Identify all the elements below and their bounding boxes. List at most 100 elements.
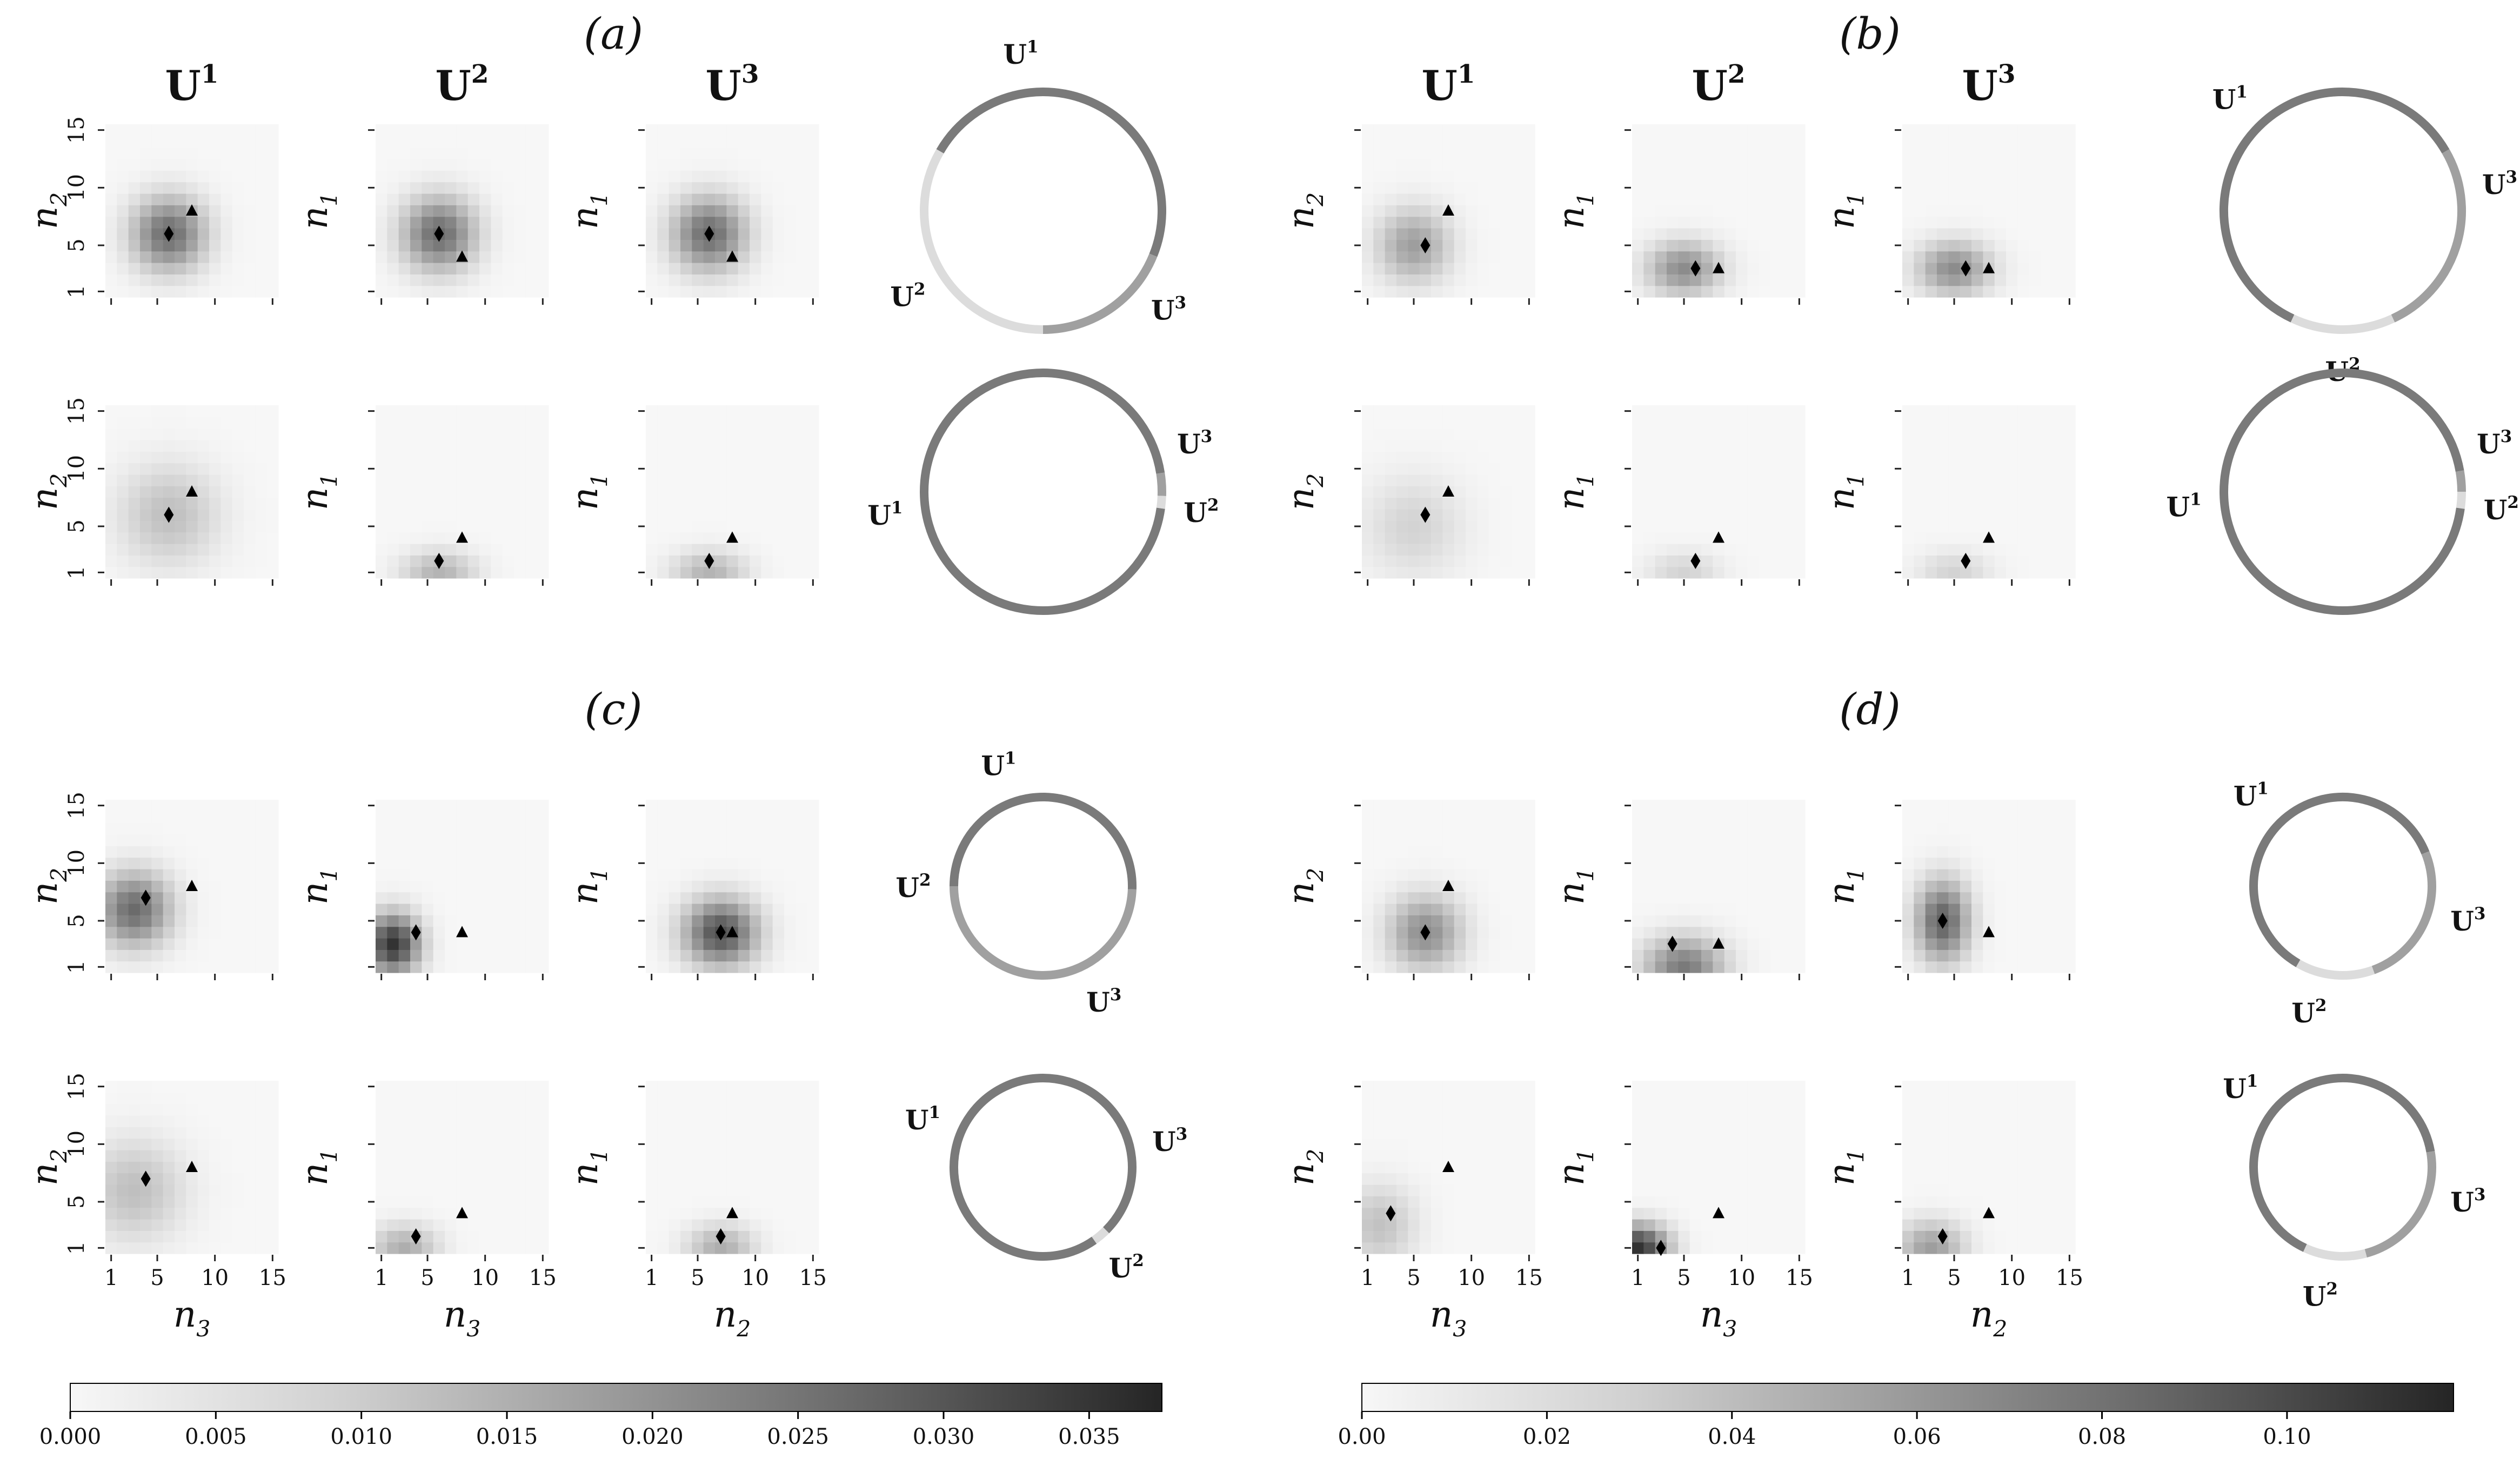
panel-label: (d): [1839, 684, 1901, 734]
heatmap-cell: [1643, 520, 1656, 533]
heatmap-cell: [703, 251, 716, 263]
heatmap-cell: [1689, 532, 1702, 544]
heatmap-cell: [1971, 811, 1983, 824]
heatmap-cell: [491, 811, 503, 824]
heatmap-cell: [1454, 428, 1466, 440]
heatmap-cell: [186, 903, 198, 915]
diamond-marker: [704, 553, 714, 569]
heatmap-cell: [1960, 428, 1972, 440]
heatmap-cell: [1713, 136, 1725, 148]
heatmap-cell: [244, 1219, 256, 1231]
ring-label: U1: [2212, 82, 2248, 115]
heatmap-cell: [433, 892, 445, 904]
heatmap-cell: [398, 263, 411, 275]
heatmap-cell: [433, 428, 445, 440]
heatmap-cell: [1724, 544, 1736, 556]
heatmap-cell: [479, 520, 491, 533]
heatmap-cell: [772, 544, 785, 556]
heatmap-cell: [266, 555, 279, 567]
heatmap-cell: [750, 1161, 761, 1174]
heatmap-cell: [186, 440, 198, 452]
heatmap-cell: [255, 1161, 268, 1174]
heatmap-cell: [2029, 417, 2041, 429]
heatmap-cell: [1960, 182, 1972, 194]
heatmap-cell: [433, 1115, 445, 1127]
heatmap-cell: [410, 1219, 422, 1231]
heatmap-cell: [1643, 880, 1656, 893]
heatmap-cell: [680, 544, 692, 556]
heatmap-cell: [467, 903, 480, 915]
heatmap-cell: [796, 124, 808, 136]
heatmap-cell: [514, 428, 526, 440]
heatmap-cell: [1793, 915, 1806, 927]
heatmap-cell: [456, 1127, 469, 1139]
heatmap-cell: [220, 486, 233, 498]
heatmap-cell: [1385, 961, 1397, 973]
x-tick-label: 15: [799, 1266, 827, 1290]
heatmap-cell: [715, 428, 727, 440]
heatmap-cell: [1782, 451, 1794, 464]
heatmap-cell: [715, 451, 727, 464]
diamond-marker: [1667, 935, 1677, 952]
heatmap-cell: [1937, 869, 1949, 881]
heatmap-cell: [479, 182, 491, 194]
heatmap-cell: [410, 486, 422, 498]
heatmap-cell: [807, 834, 819, 846]
heatmap-cell: [1983, 869, 1995, 881]
heatmap-cell: [220, 846, 233, 858]
heatmap-cell: [1667, 509, 1679, 521]
heatmap-cell: [175, 880, 186, 893]
heatmap-cell: [1747, 915, 1760, 927]
heatmap-cell: [1713, 182, 1725, 194]
heatmap-cell: [255, 147, 268, 159]
heatmap-cell: [1701, 463, 1713, 475]
heatmap-cell: [445, 417, 457, 429]
heatmap-cell: [2006, 263, 2018, 275]
heatmap-cell: [669, 251, 681, 263]
heatmap-cell: [456, 811, 469, 824]
heatmap-cell: [2063, 159, 2076, 171]
heatmap-cell: [692, 949, 704, 962]
heatmap-cell: [738, 1081, 750, 1093]
ring-segment: [2290, 314, 2395, 334]
heatmap-cell: [140, 1138, 152, 1150]
heatmap-cell: [726, 1173, 739, 1185]
heatmap-cell: [151, 182, 164, 194]
heatmap-cell: [2052, 566, 2064, 579]
heatmap-cell: [1960, 532, 1972, 544]
heatmap-cell: [1770, 520, 1782, 533]
heatmap-cell: [1759, 520, 1771, 533]
heatmap-cell: [175, 544, 186, 556]
heatmap-cell: [151, 1103, 164, 1116]
heatmap-cell: [537, 285, 549, 298]
heatmap-cell: [376, 1196, 387, 1208]
heatmap-cell: [2063, 520, 2076, 533]
heatmap-cell: [197, 880, 210, 893]
heatmap-cell: [186, 274, 198, 286]
heatmap-cell: [2017, 285, 2030, 298]
heatmap-cell: [1701, 486, 1713, 498]
heatmap-cell: [163, 949, 175, 962]
y-tick-label: 10: [64, 1130, 89, 1158]
heatmap-cell: [796, 251, 808, 263]
heatmap-cell: [1701, 811, 1713, 824]
heatmap-cell: [410, 1081, 422, 1093]
heatmap-cell: [456, 1242, 469, 1254]
heatmap-cell: [1362, 182, 1374, 194]
heatmap-cell: [1678, 124, 1690, 136]
diamond-marker: [164, 225, 174, 242]
heatmap-cell: [2006, 428, 2018, 440]
heatmap-cell: [422, 926, 434, 939]
heatmap-cell: [669, 263, 681, 275]
heatmap-cell: [232, 1161, 244, 1174]
heatmap-cell: [692, 170, 704, 183]
heatmap-cell: [703, 1161, 716, 1174]
heatmap-cell: [163, 1184, 175, 1196]
heatmap-cell: [491, 1115, 503, 1127]
heatmap-cell: [669, 451, 681, 464]
heatmap-cell: [525, 486, 538, 498]
heatmap-cell: [514, 800, 526, 812]
heatmap-cell: [784, 170, 796, 183]
heatmap-cell: [151, 1161, 164, 1174]
